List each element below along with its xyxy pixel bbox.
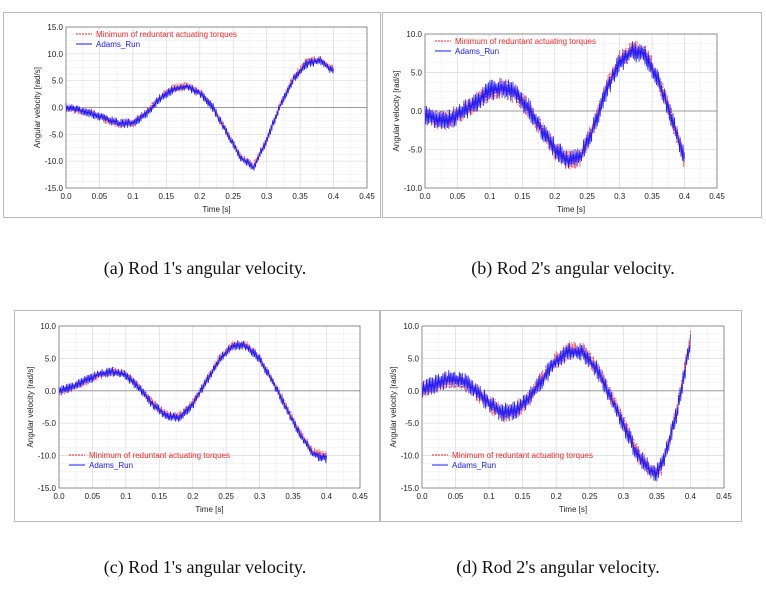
y-tick-label: 5.0 xyxy=(411,69,423,78)
legend-label: Minimum of reduntant actuating torques xyxy=(96,30,237,39)
series-line-adams-run xyxy=(421,334,691,482)
x-tick-label: 0.2 xyxy=(551,492,563,501)
x-tick-label: 0.3 xyxy=(261,192,273,201)
y-axis-label: Angular velocity [rad/s] xyxy=(33,67,42,148)
y-tick-label: -5.0 xyxy=(49,130,63,139)
x-tick-label: 0.25 xyxy=(225,192,241,201)
y-tick-label: 15.0 xyxy=(47,23,63,32)
legend-label: Adams_Run xyxy=(96,40,140,49)
y-tick-label: -5.0 xyxy=(408,146,422,155)
x-tick-label: 0.0 xyxy=(419,192,431,201)
y-tick-label: 5.0 xyxy=(45,354,57,363)
x-tick-label: 0.35 xyxy=(285,492,301,501)
x-tick-label: 0.25 xyxy=(218,492,234,501)
legend-label: Minimum of reduntant actuating torques xyxy=(455,37,596,46)
x-tick-label: 0.35 xyxy=(649,492,665,501)
x-tick-label: 0.45 xyxy=(716,492,732,501)
x-tick-label: 0.45 xyxy=(352,492,368,501)
x-tick-label: 0.2 xyxy=(549,192,561,201)
chart-panel-d: 0.0 0.05 0.1 0.15 0.2 0.25 0.3 0.35 0.4 0.45 10.0 5… xyxy=(380,310,742,522)
y-tick-label: -15.0 xyxy=(38,484,57,493)
x-tick-label: 0.1 xyxy=(484,492,496,501)
y-tick-label: -10.0 xyxy=(401,452,420,461)
x-tick-label: 0.1 xyxy=(127,192,139,201)
y-tick-label: 10.0 xyxy=(40,322,56,331)
plot-frame xyxy=(421,325,725,489)
chart-c-svg: 0.0 0.05 0.1 0.15 0.2 0.25 0.3 0.35 0.4 0.45 10.0 5… xyxy=(26,322,368,514)
x-tick-label: 0.3 xyxy=(618,492,630,501)
y-tick-label: -5.0 xyxy=(42,419,56,428)
chart-panel-a: 0.0 0.05 0.1 0.15 0.2 0.25 0.3 0.35 0.4 0.45 15.0 1… xyxy=(3,12,381,218)
legend-label: Minimum of reduntant actuating torques xyxy=(452,451,593,460)
x-axis-label: Time [s] xyxy=(195,505,223,514)
x-tick-label: 0.15 xyxy=(515,492,531,501)
y-tick-label: -5.0 xyxy=(405,419,419,428)
x-axis-label: Time [s] xyxy=(559,505,587,514)
caption-d: (d) Rod 2's angular velocity. xyxy=(456,557,660,577)
caption-c: (c) Rod 1's angular velocity. xyxy=(103,557,307,577)
x-tick-label: 0.15 xyxy=(152,492,168,501)
legend-label: Adams_Run xyxy=(452,461,496,470)
y-tick-label: 10.0 xyxy=(406,30,422,39)
series-line-adams-run xyxy=(65,55,334,171)
x-axis-label: Time [s] xyxy=(557,205,585,214)
x-tick-label: 0.35 xyxy=(292,192,308,201)
caption-a: (a) Rod 1's angular velocity. xyxy=(103,258,307,278)
x-tick-label: 0.05 xyxy=(448,492,464,501)
y-axis-label: Angular velocity [rad/s] xyxy=(392,71,401,152)
x-tick-label: 0.4 xyxy=(328,192,340,201)
x-tick-label: 0.1 xyxy=(484,192,496,201)
y-tick-label: 0.0 xyxy=(411,107,423,116)
legend-label: Minimum of reduntant actuating torques xyxy=(89,451,230,460)
x-axis-label: Time [s] xyxy=(202,205,230,214)
x-tick-label: 0.1 xyxy=(120,492,132,501)
y-tick-label: -10.0 xyxy=(45,157,64,166)
y-axis-label: Angular velocity [rad/s] xyxy=(26,367,35,448)
x-tick-label: 0.15 xyxy=(515,192,531,201)
x-tick-label: 0.0 xyxy=(416,492,428,501)
y-tick-label: -10.0 xyxy=(404,184,423,193)
legend-label: Adams_Run xyxy=(89,461,133,470)
x-tick-label: 0.2 xyxy=(187,492,199,501)
y-tick-label: 5.0 xyxy=(52,77,64,86)
y-axis-label: Angular velocity [rad/s] xyxy=(389,367,398,448)
x-tick-label: 0.35 xyxy=(644,192,660,201)
y-tick-label: 10.0 xyxy=(47,50,63,59)
y-tick-label: 10.0 xyxy=(403,322,419,331)
plot-frame xyxy=(58,325,361,489)
series-line-adams-run xyxy=(58,340,327,464)
chart-b-svg: 0.0 0.05 0.1 0.15 0.2 0.25 0.3 0.35 0.4 0.45 10.0 5… xyxy=(392,30,725,214)
x-tick-label: 0.05 xyxy=(450,192,466,201)
y-tick-label: 0.0 xyxy=(408,387,420,396)
x-tick-label: 0.15 xyxy=(159,192,175,201)
x-tick-label: 0.2 xyxy=(194,192,206,201)
x-tick-label: 0.3 xyxy=(614,192,626,201)
legend-label: Adams_Run xyxy=(455,47,499,56)
x-tick-label: 0.25 xyxy=(579,192,595,201)
x-tick-label: 0.05 xyxy=(85,492,101,501)
x-tick-label: 0.3 xyxy=(254,492,266,501)
y-tick-label: -15.0 xyxy=(45,184,64,193)
x-tick-label: 0.0 xyxy=(60,192,72,201)
x-tick-label: 0.4 xyxy=(685,492,697,501)
x-tick-label: 0.25 xyxy=(582,492,598,501)
x-tick-label: 0.45 xyxy=(359,192,375,201)
chart-panel-b: 0.0 0.05 0.1 0.15 0.2 0.25 0.3 0.35 0.4 0.45 10.0 5… xyxy=(382,12,762,218)
x-tick-label: 0.0 xyxy=(53,492,65,501)
chart-panel-c: 0.0 0.05 0.1 0.15 0.2 0.25 0.3 0.35 0.4 0.45 10.0 5… xyxy=(14,310,380,522)
y-tick-label: -10.0 xyxy=(38,452,57,461)
series-line-adams-run xyxy=(424,41,685,169)
chart-d-svg: 0.0 0.05 0.1 0.15 0.2 0.25 0.3 0.35 0.4 0.45 10.0 5… xyxy=(389,322,732,514)
caption-b: (b) Rod 2's angular velocity. xyxy=(471,258,675,278)
chart-a-svg: 0.0 0.05 0.1 0.15 0.2 0.25 0.3 0.35 0.4 0.45 15.0 1… xyxy=(33,23,375,214)
x-tick-label: 0.45 xyxy=(709,192,725,201)
y-tick-label: 0.0 xyxy=(45,387,57,396)
x-tick-label: 0.4 xyxy=(321,492,333,501)
y-tick-label: -15.0 xyxy=(401,484,420,493)
x-tick-label: 0.4 xyxy=(679,192,691,201)
y-tick-label: 0.0 xyxy=(52,104,64,113)
x-tick-label: 0.05 xyxy=(92,192,108,201)
y-tick-label: 5.0 xyxy=(408,354,420,363)
